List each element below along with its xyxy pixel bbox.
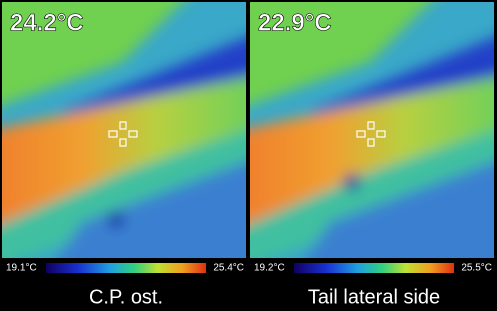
cold-spot bbox=[108, 212, 124, 228]
thermal-comparison: 24.2°C19.1°C25.4°CC.P. ost.22.9°C19.2°C2… bbox=[0, 0, 497, 311]
caption: Tail lateral side bbox=[308, 286, 440, 308]
thermal-image bbox=[230, 0, 497, 282]
temperature-reading: 22.9°C bbox=[258, 9, 332, 36]
thermal-panel: 22.9°C 19.2°C 25.5°C Tail lateral side bbox=[230, 0, 497, 308]
scale-max: 25.4°C bbox=[213, 263, 244, 274]
color-scale bbox=[46, 263, 206, 273]
color-scale bbox=[294, 263, 454, 273]
scale-min: 19.2°C bbox=[254, 263, 285, 274]
temperature-reading: 24.2°C bbox=[10, 9, 84, 36]
scale-min: 19.1°C bbox=[6, 263, 37, 274]
thermal-panel: 24.2°C 19.1°C 25.4°C C.P. ost. bbox=[0, 0, 272, 308]
scale-max: 25.5°C bbox=[461, 263, 492, 274]
caption: C.P. ost. bbox=[89, 286, 163, 308]
cold-spot bbox=[344, 174, 360, 190]
thermal-image bbox=[0, 0, 272, 282]
